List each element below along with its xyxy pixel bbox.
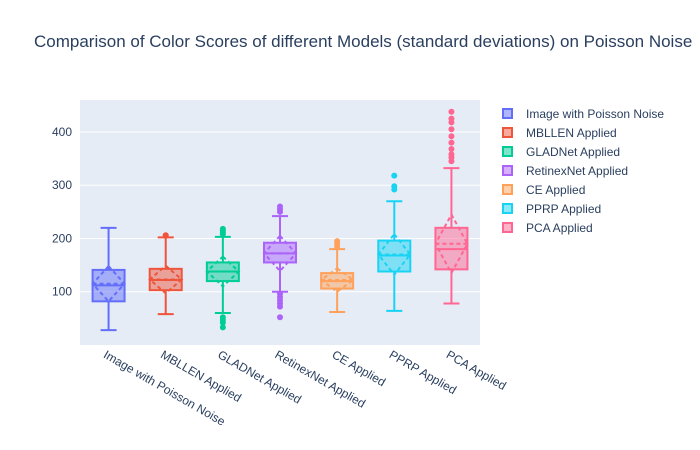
legend-label: PPRP Applied — [526, 201, 602, 216]
legend-swatch — [502, 184, 513, 195]
outlier-point — [448, 108, 455, 115]
outlier-point — [448, 139, 455, 146]
legend-label: GLADNet Applied — [526, 144, 621, 159]
legend-label: CE Applied — [526, 182, 586, 197]
sd-diamond — [148, 264, 184, 295]
outlier-point — [448, 115, 455, 122]
legend-item[interactable]: PPRP Applied — [496, 199, 664, 218]
y-tick-label: 400 — [52, 125, 72, 139]
outlier-point — [334, 238, 341, 245]
legend-swatch — [502, 203, 513, 214]
y-tick-label: 100 — [52, 285, 72, 299]
legend-label: PCA Applied — [526, 220, 593, 235]
sd-diamond — [434, 212, 469, 276]
outlier-point — [391, 172, 398, 179]
legend-label: MBLLEN Applied — [526, 125, 617, 140]
outlier-point — [448, 133, 455, 140]
y-tick-label: 200 — [52, 231, 72, 245]
outlier-point — [219, 324, 226, 331]
outlier-point — [448, 146, 455, 152]
outlier-point — [277, 203, 283, 210]
outlier-point — [277, 290, 283, 297]
chart-title: Comparison of Color Scores of different … — [34, 32, 693, 51]
legend-item[interactable]: CE Applied — [496, 180, 664, 199]
sd-diamond — [262, 234, 298, 273]
sd-diamond — [377, 232, 412, 277]
legend-swatch — [502, 127, 513, 138]
outlier-point — [448, 126, 455, 133]
outlier-point — [219, 314, 226, 321]
legend-swatch — [502, 222, 513, 233]
outlier-point — [219, 225, 226, 232]
legend-item[interactable]: Image with Poisson Noise — [496, 104, 664, 123]
y-tick-label: 300 — [52, 178, 72, 192]
legend-item[interactable]: GLADNet Applied — [496, 142, 664, 161]
legend-item[interactable]: PCA Applied — [496, 218, 664, 237]
sd-diamond — [205, 255, 241, 288]
legend: Image with Poisson Noise MBLLEN Applied GL… — [496, 104, 664, 237]
outlier-point — [391, 183, 398, 190]
sd-diamond — [91, 264, 126, 303]
legend-swatch — [502, 108, 513, 119]
legend-swatch — [502, 146, 513, 157]
legend-swatch — [502, 165, 513, 176]
outlier-point — [277, 314, 283, 321]
legend-label: RetinexNet Applied — [526, 163, 629, 178]
legend-item[interactable]: RetinexNet Applied — [496, 161, 664, 180]
outlier-point — [162, 232, 169, 239]
outlier-point — [448, 151, 455, 158]
legend-item[interactable]: MBLLEN Applied — [496, 123, 664, 142]
sd-diamond — [319, 267, 355, 293]
legend-label: Image with Poisson Noise — [526, 106, 665, 121]
